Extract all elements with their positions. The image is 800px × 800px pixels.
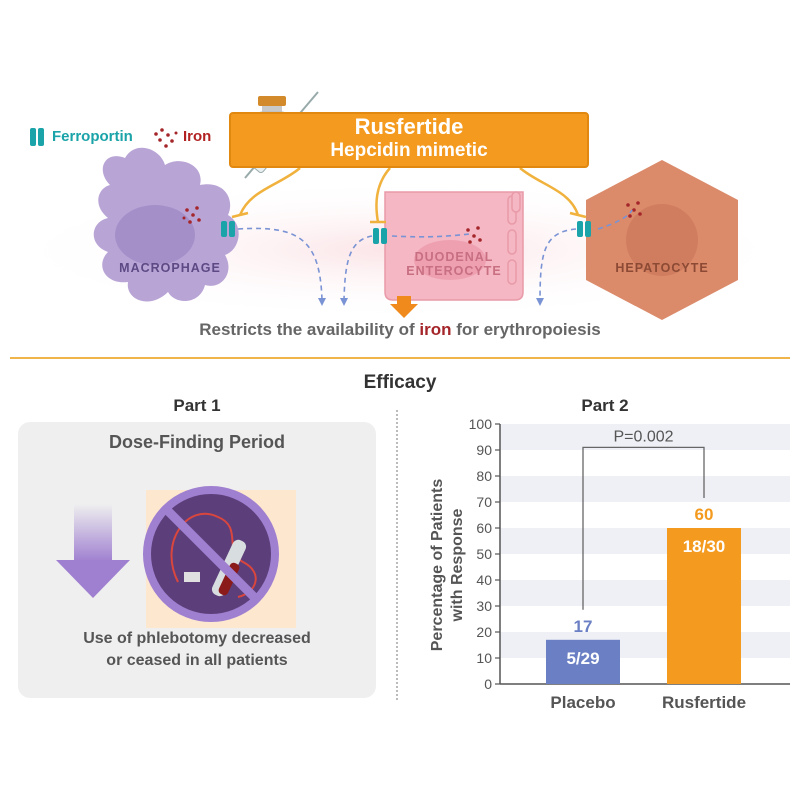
- enterocyte-label-line2: ENTEROCYTE: [406, 264, 502, 278]
- bar-fraction-label: 18/30: [683, 537, 726, 556]
- iron-flow-arrows: [237, 209, 633, 301]
- y-tick-label: 100: [469, 416, 493, 432]
- significance-bracket: [582, 446, 705, 610]
- restricts-caption: Restricts the availability of iron for e…: [0, 320, 800, 340]
- part2-title: Part 2: [581, 396, 629, 415]
- phlebotomy-result: Use of phlebotomy decreased or ceased in…: [18, 628, 376, 672]
- mechanism-illustration: [0, 91, 800, 320]
- part1-illustration: [56, 486, 296, 628]
- y-tick-label: 90: [476, 442, 492, 458]
- y-tick-label: 30: [476, 598, 492, 614]
- bar-placebo: [546, 639, 620, 684]
- y-tick-label: 50: [476, 546, 492, 562]
- enterocyte-cell: [384, 191, 524, 301]
- y-tick-label: 20: [476, 624, 492, 640]
- ferroportin-legend-label: Ferroportin: [52, 128, 133, 145]
- x-category-label: Rusfertide: [662, 693, 746, 712]
- iron-icon: [154, 128, 178, 148]
- ferroportin-icon: [30, 128, 44, 146]
- efficacy-heading: Efficacy: [363, 372, 437, 393]
- p-value-label: P=0.002: [613, 428, 673, 445]
- phlebotomy-line1: Use of phlebotomy decreased: [83, 630, 311, 647]
- restricts-after: for erythropoiesis: [451, 320, 601, 339]
- decrease-arrow-icon: [56, 504, 130, 598]
- ferroportin-channels: [221, 221, 591, 244]
- inhibition-lines: [231, 167, 587, 224]
- y-tick-label: 0: [484, 676, 492, 692]
- y-tick-label: 60: [476, 520, 492, 536]
- hepatocyte-cell: [586, 160, 738, 320]
- y-tick-label: 80: [476, 468, 492, 484]
- y-tick-label: 70: [476, 494, 492, 510]
- dose-finding-period: Dose-Finding Period: [108, 432, 285, 452]
- iron-legend-label: Iron: [183, 128, 212, 145]
- grid-band: [500, 528, 790, 554]
- section-divider: [10, 357, 790, 359]
- macrophage-label: MACROPHAGE: [119, 261, 221, 275]
- phlebotomy-line2: or ceased in all patients: [106, 652, 288, 669]
- part-divider: [396, 410, 398, 700]
- grid-band: [500, 632, 790, 658]
- grid-band: [500, 580, 790, 606]
- drug-box: [229, 112, 589, 168]
- drug-subtitle: Hepcidin mimetic: [330, 140, 488, 161]
- enterocyte-label-line1: DUODENAL: [414, 250, 494, 264]
- part1-title: Part 1: [173, 396, 221, 415]
- macrophage-cell: [93, 147, 239, 302]
- bar-value-label: 60: [695, 505, 714, 524]
- y-tick-label: 10: [476, 650, 492, 666]
- restricts-before: Restricts the availability of: [199, 320, 420, 339]
- bar-rusfertide: [667, 528, 741, 684]
- restricts-iron: iron: [419, 320, 452, 339]
- bar-value-label: 17: [574, 617, 593, 636]
- drug-name: Rusfertide: [354, 114, 464, 139]
- orange-down-arrow: [390, 296, 418, 318]
- bar-fraction-label: 5/29: [566, 649, 599, 668]
- x-category-label: Placebo: [550, 693, 615, 712]
- y-tick-label: 40: [476, 572, 492, 588]
- hepatocyte-label: HEPATOCYTE: [615, 261, 709, 275]
- grid-band: [500, 424, 790, 450]
- grid-band: [500, 476, 790, 502]
- no-phlebotomy-icon: [143, 486, 296, 628]
